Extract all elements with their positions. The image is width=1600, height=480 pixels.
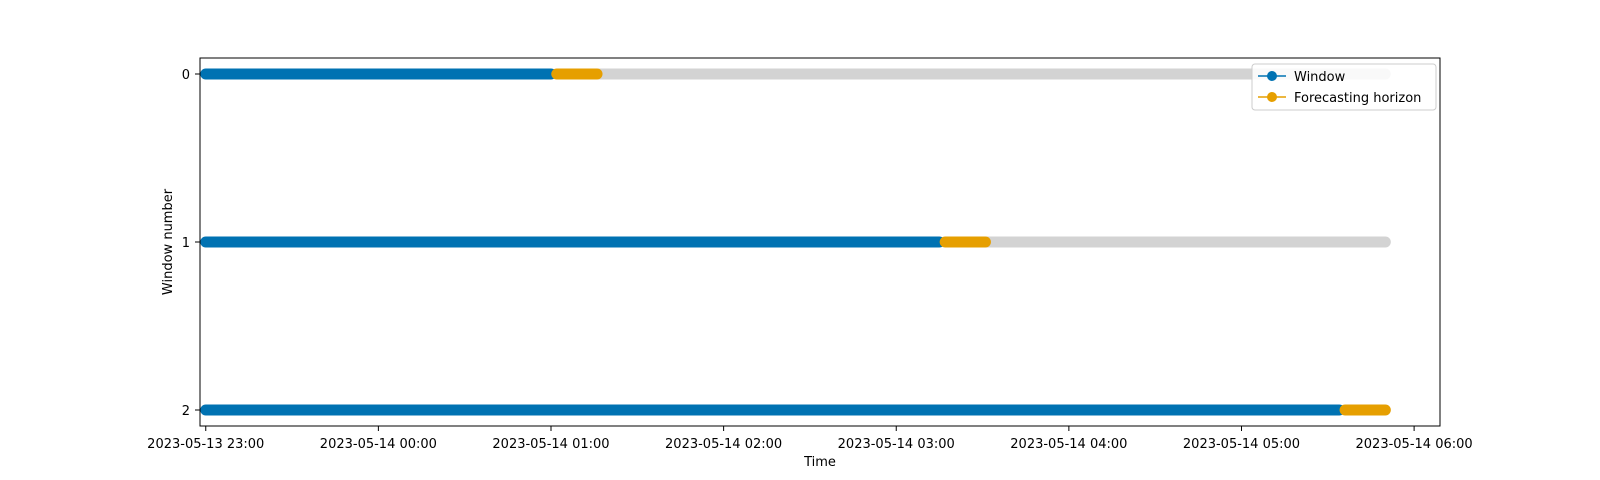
x-tick-label-4: 2023-05-14 03:00 xyxy=(838,437,955,452)
y-axis-title: Window number xyxy=(161,188,176,295)
legend-label-1: Forecasting horizon xyxy=(1294,91,1421,106)
x-tick-label-5: 2023-05-14 04:00 xyxy=(1010,437,1127,452)
y-tick-label-1: 1 xyxy=(182,236,190,251)
legend-marker-0 xyxy=(1267,71,1277,81)
y-tick-label-0: 0 xyxy=(182,68,190,83)
axes: 2023-05-13 23:00 2023-05-14 00:00 2023-05-… xyxy=(147,68,1473,452)
chart-marks xyxy=(200,68,1391,416)
x-tick-label-2: 2023-05-14 01:00 xyxy=(492,437,609,452)
y-tick-label-2: 2 xyxy=(182,404,190,419)
x-tick-label-6: 2023-05-14 05:00 xyxy=(1183,437,1300,452)
legend: Window Forecasting horizon xyxy=(1251,63,1437,111)
x-axis-title: Time xyxy=(803,455,836,470)
legend-label-0: Window xyxy=(1294,70,1346,85)
legend-marker-1 xyxy=(1267,92,1277,102)
legend-box xyxy=(1251,63,1437,111)
x-tick-label-7: 2023-05-14 06:00 xyxy=(1356,437,1473,452)
x-tick-label-1: 2023-05-14 00:00 xyxy=(320,437,437,452)
x-tick-label-0: 2023-05-13 23:00 xyxy=(147,437,264,452)
x-tick-label-3: 2023-05-14 02:00 xyxy=(665,437,782,452)
